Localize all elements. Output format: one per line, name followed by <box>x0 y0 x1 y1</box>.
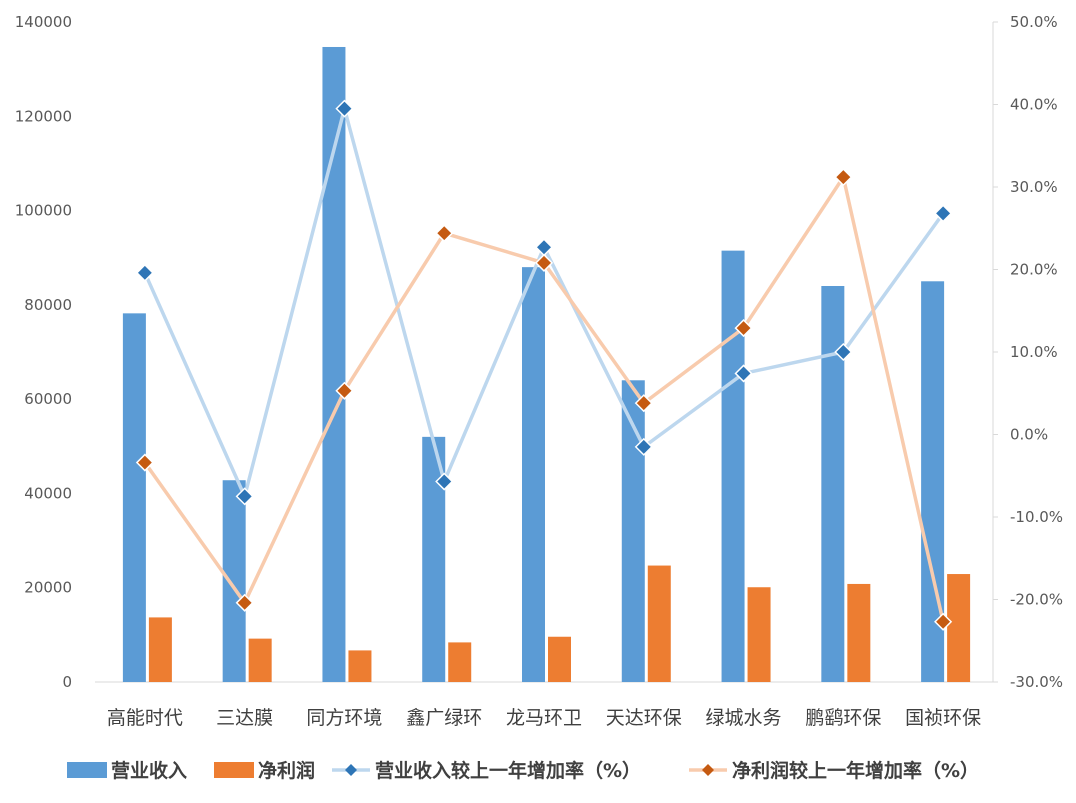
right-tick-label: 40.0% <box>1010 96 1058 114</box>
legend-swatch <box>67 762 107 778</box>
category-label: 鑫广绿环 <box>406 707 482 729</box>
category-label: 三达膜 <box>216 707 273 729</box>
point-profit-growth <box>934 612 953 631</box>
right-axis: -30.0% -20.0% -10.0% 0.0% 10.0% 20.0% 30.0% 40.… <box>993 13 1063 691</box>
point-profit-growth <box>834 168 853 187</box>
category-label: 同方环境 <box>306 707 382 729</box>
left-tick-label: 140000 <box>15 13 72 31</box>
bar-revenue <box>222 480 246 682</box>
point-profit-growth <box>335 381 354 400</box>
bar-profit <box>947 574 971 682</box>
category-labels: 高能时代 三达膜 同方环境 鑫广绿环 龙马环卫 天达环保 绿城水务 鹏鹞环保 国祯环保 <box>107 707 981 729</box>
left-tick-label: 60000 <box>24 390 72 408</box>
right-tick-label: -10.0% <box>1010 508 1063 526</box>
point-profit-growth <box>435 224 454 243</box>
left-tick-label: 40000 <box>24 484 72 502</box>
bar-revenue <box>322 46 346 682</box>
bar-profit <box>647 565 671 682</box>
legend-label: 营业收入 <box>111 759 187 782</box>
point-profit-growth <box>734 319 753 338</box>
bar-revenue <box>921 281 945 682</box>
legend: 营业收入 净利润 营业收入较上一年增加率（%） 净利润较上一年增加率（%） <box>67 759 979 782</box>
left-tick-label: 120000 <box>15 107 72 125</box>
point-revenue-growth <box>335 99 354 118</box>
right-tick-label: -20.0% <box>1010 591 1063 609</box>
bar-revenue <box>621 380 645 682</box>
point-revenue-growth <box>235 487 254 506</box>
bar-revenue <box>821 286 845 682</box>
bar-profit <box>448 642 472 682</box>
bar-profit <box>548 636 571 682</box>
category-label: 高能时代 <box>107 707 183 729</box>
right-tick-label: -30.0% <box>1010 673 1063 691</box>
bar-revenue <box>422 436 446 682</box>
left-tick-label: 80000 <box>24 296 72 314</box>
left-axis: 0 20000 40000 60000 80000 100000 120000 140000 <box>15 13 72 691</box>
bars <box>122 46 971 682</box>
point-revenue-growth <box>534 238 554 257</box>
left-tick-label: 100000 <box>15 202 72 220</box>
lines <box>135 99 953 631</box>
right-tick-label: 30.0% <box>1010 178 1058 196</box>
legend-label: 净利润较上一年增加率（%） <box>732 759 979 782</box>
point-profit-growth <box>534 253 554 272</box>
bar-profit <box>348 650 372 682</box>
category-label: 龙马环卫 <box>506 707 582 729</box>
bar-profit <box>248 638 272 682</box>
point-revenue-growth <box>834 342 853 362</box>
category-label: 绿城水务 <box>706 707 782 729</box>
bar-revenue <box>721 250 745 682</box>
legend-label: 营业收入较上一年增加率（%） <box>375 759 641 782</box>
point-revenue-growth <box>934 204 953 223</box>
point-profit-growth <box>634 394 653 413</box>
left-tick-label: 0 <box>62 673 72 691</box>
bar-revenue <box>522 267 545 682</box>
legend-swatch <box>214 762 254 778</box>
bar-profit <box>747 587 771 682</box>
point-revenue-growth <box>435 472 454 491</box>
point-revenue-growth <box>634 437 653 456</box>
point-revenue-growth <box>734 364 753 383</box>
bar-revenue <box>122 313 146 682</box>
legend-marker <box>345 764 357 776</box>
right-tick-label: 50.0% <box>1010 13 1058 31</box>
right-tick-label: 10.0% <box>1010 343 1058 361</box>
bar-profit <box>148 617 172 682</box>
category-label: 国祯环保 <box>905 707 981 729</box>
category-label: 鹏鹞环保 <box>805 707 881 729</box>
bar-profit <box>847 583 871 682</box>
right-tick-label: 20.0% <box>1010 261 1058 279</box>
point-profit-growth <box>135 453 154 472</box>
legend-marker <box>702 764 714 776</box>
point-profit-growth <box>235 593 254 612</box>
legend-label: 净利润 <box>258 759 315 782</box>
left-tick-label: 20000 <box>24 579 72 597</box>
right-tick-label: 0.0% <box>1010 426 1048 444</box>
category-label: 天达环保 <box>606 707 682 729</box>
point-revenue-growth <box>135 263 154 282</box>
